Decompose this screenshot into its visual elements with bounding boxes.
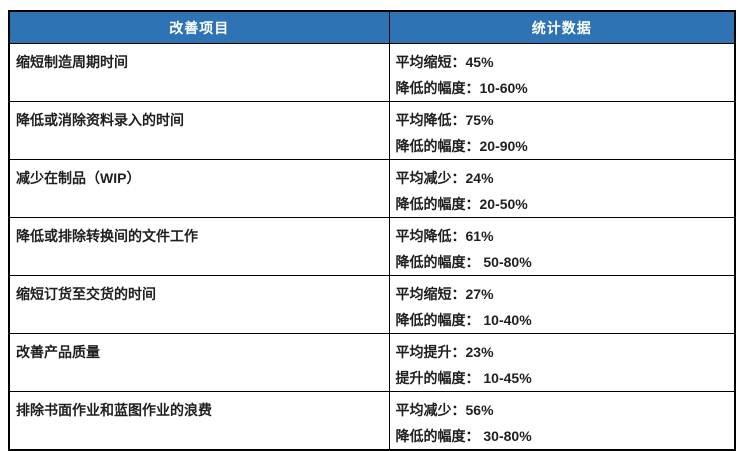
statistics-cell: 平均减少：56% 降低的幅度： 30-80%: [388, 391, 736, 451]
stat-line-range: 降低的幅度：20-90%: [395, 138, 528, 154]
improvement-item-cell: 改善产品质量: [8, 333, 390, 392]
improvement-item-cell: 排除书面作业和蓝图作业的浪费: [8, 391, 390, 451]
table-row: 减少在制品（WIP） 平均减少：24% 降低的幅度：20-50%: [8, 159, 736, 218]
stat-line-range: 降低的幅度： 50-80%: [395, 254, 532, 270]
statistics-cell: 平均提升：23% 提升的幅度： 10-45%: [388, 333, 736, 392]
table-row: 缩短订货至交货的时间 平均缩短：27% 降低的幅度： 10-40%: [8, 275, 736, 334]
statistics-cell: 平均缩短：45% 降低的幅度：10-60%: [388, 43, 736, 102]
stat-line-range: 降低的幅度： 30-80%: [395, 428, 532, 444]
stat-line-average: 平均减少：56%: [395, 402, 494, 418]
statistics-cell: 平均降低：61% 降低的幅度： 50-80%: [388, 217, 736, 276]
improvement-item-cell: 降低或排除转换间的文件工作: [8, 217, 390, 276]
table-row: 降低或排除转换间的文件工作 平均降低：61% 降低的幅度： 50-80%: [8, 217, 736, 276]
improvement-item-cell: 降低或消除资料录入的时间: [8, 101, 390, 160]
stat-line-average: 平均降低：75%: [395, 112, 494, 128]
table-row: 改善产品质量 平均提升：23% 提升的幅度： 10-45%: [8, 333, 736, 392]
stat-line-average: 平均缩短：45%: [395, 54, 494, 70]
stat-line-average: 平均缩短：27%: [395, 286, 494, 302]
statistics-cell: 平均减少：24% 降低的幅度：20-50%: [388, 159, 736, 218]
header-row: 改善项目 统计数据: [8, 10, 736, 44]
improvement-item-cell: 缩短制造周期时间: [8, 43, 390, 102]
stat-line-range: 提升的幅度： 10-45%: [395, 370, 532, 386]
table-row: 缩短制造周期时间 平均缩短：45% 降低的幅度：10-60%: [8, 43, 736, 102]
stat-line-range: 降低的幅度：10-60%: [395, 80, 528, 96]
improvement-item-cell: 缩短订货至交货的时间: [8, 275, 390, 334]
stat-line-range: 降低的幅度：20-50%: [395, 196, 528, 212]
table-row: 排除书面作业和蓝图作业的浪费 平均减少：56% 降低的幅度： 30-80%: [8, 391, 736, 451]
improvement-item-cell: 减少在制品（WIP）: [8, 159, 390, 218]
header-cell-improvement-items: 改善项目: [8, 10, 390, 44]
stat-line-range: 降低的幅度： 10-40%: [395, 312, 532, 328]
statistics-cell: 平均降低：75% 降低的幅度：20-90%: [388, 101, 736, 160]
table-row: 降低或消除资料录入的时间 平均降低：75% 降低的幅度：20-90%: [8, 101, 736, 160]
header-cell-statistics: 统计数据: [388, 10, 736, 44]
stat-line-average: 平均降低：61%: [395, 228, 494, 244]
statistics-cell: 平均缩短：27% 降低的幅度： 10-40%: [388, 275, 736, 334]
stat-line-average: 平均提升：23%: [395, 344, 494, 360]
stat-line-average: 平均减少：24%: [395, 170, 494, 186]
improvement-stats-table: 改善项目 统计数据 缩短制造周期时间 平均缩短：45% 降低的幅度：10-60%…: [8, 10, 736, 451]
